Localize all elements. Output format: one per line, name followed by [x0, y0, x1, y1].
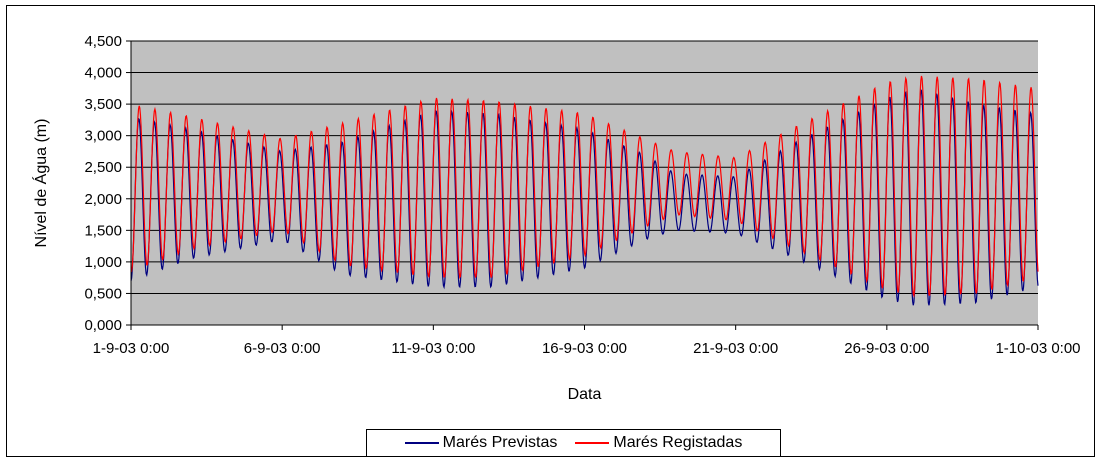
legend-item-registadas: Marés Registadas [575, 434, 742, 452]
y-tick-label: 3,500 [84, 96, 122, 113]
x-tick-label: 1-9-03 0:00 [93, 340, 170, 357]
y-tick-label: 2,500 [84, 159, 122, 176]
legend-item-previstas: Marés Previstas [404, 434, 558, 452]
x-tick-label: 21-9-03 0:00 [693, 340, 778, 357]
x-tick-label: 16-9-03 0:00 [542, 340, 627, 357]
y-tick-label: 4,000 [84, 65, 122, 82]
series-line-registadas [130, 75, 1039, 299]
y-tick-label: 1,000 [84, 254, 122, 271]
legend-label-registadas: Marés Registadas [613, 434, 743, 451]
axes [126, 40, 1039, 330]
y-tick-label: 3,000 [84, 128, 122, 145]
x-tick-label: 1-10-03 0:00 [995, 340, 1080, 357]
legend-swatch-registadas [575, 442, 610, 444]
y-tick-label: 0,500 [84, 285, 122, 302]
y-tick-label: 4,500 [84, 33, 122, 50]
x-tick-label: 11-9-03 0:00 [391, 340, 475, 357]
x-tick-label: 26-9-03 0:00 [844, 340, 929, 357]
y-tick-label: 0,000 [84, 317, 122, 334]
y-tick-label: 2,000 [84, 191, 122, 208]
y-tick-labels: 0,000 0,500 1,000 1,500 2,000 2,500 3,000 3,500… [84, 33, 122, 334]
legend-swatch-previstas [404, 442, 439, 444]
gridlines [131, 40, 1038, 294]
tide-chart: 0,000 0,500 1,000 1,500 2,000 2,500 3,000 3,500… [31, 33, 1081, 403]
chart-frame: 0,000 0,500 1,000 1,500 2,000 2,500 3,000 3,500… [6, 5, 1095, 457]
x-axis-title: Data [568, 386, 602, 403]
y-axis-title: Nível de Água (m) [31, 119, 50, 248]
series-layer [130, 75, 1039, 307]
legend: Marés Previstas Marés Registadas [366, 429, 781, 457]
x-tick-labels: 1-9-03 0:00 6-9-03 0:00 11-9-03 0:00 16-9-0… [93, 340, 1081, 357]
x-tick-label: 6-9-03 0:00 [244, 340, 321, 357]
y-tick-label: 1,500 [84, 222, 122, 239]
legend-label-previstas: Marés Previstas [442, 434, 558, 451]
